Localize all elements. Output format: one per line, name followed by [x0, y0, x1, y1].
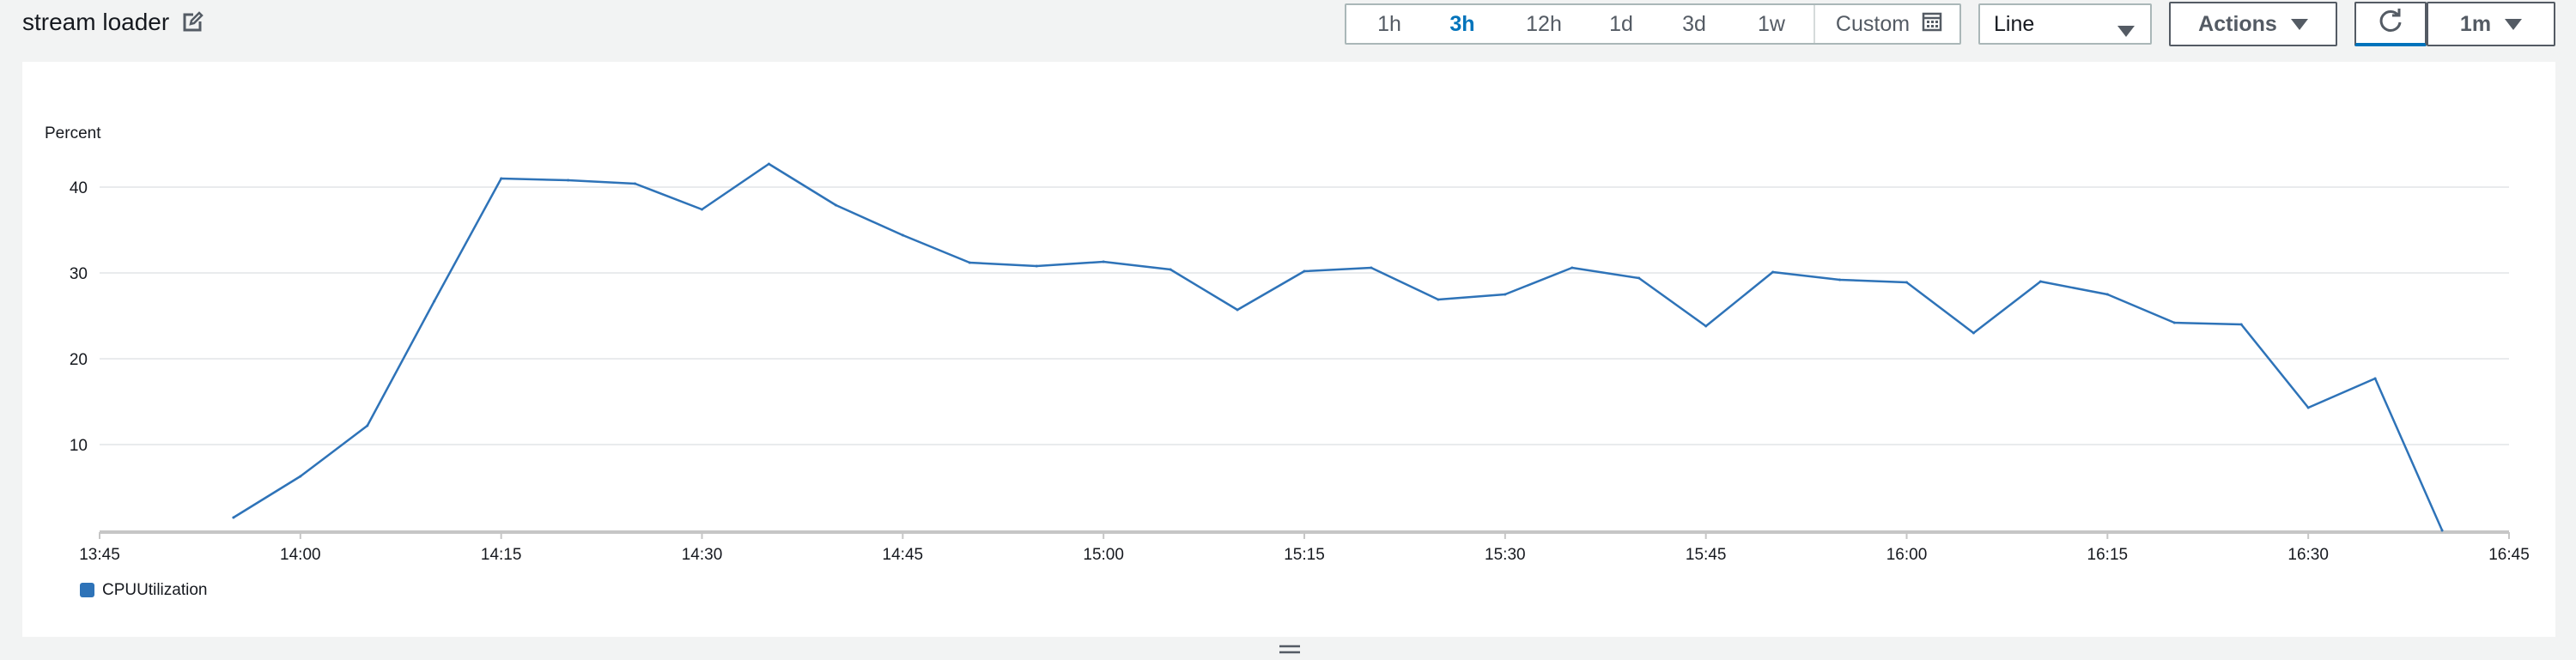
data-point[interactable]	[701, 208, 703, 211]
y-tick-label: 40	[70, 179, 88, 197]
data-point[interactable]	[2373, 377, 2377, 380]
dashboard-toolbar: stream loader 1h 3h 12h 1d 3d 1w Custom	[0, 0, 2576, 57]
data-point[interactable]	[2105, 293, 2109, 296]
x-tick-label: 15:00	[1083, 546, 1124, 564]
refresh-interval-value: 1m	[2459, 11, 2492, 36]
data-point[interactable]	[1637, 276, 1641, 280]
time-range-12h[interactable]: 12h	[1526, 11, 1562, 36]
x-tick-label: 15:45	[1686, 546, 1727, 564]
x-tick-label: 13:45	[79, 546, 120, 564]
x-tick-labels: 13:45 14:00 14:15 14:30 14:45 15:00 15:15 15:30…	[79, 532, 2530, 564]
data-point[interactable]	[2306, 406, 2310, 409]
edit-icon[interactable]	[181, 11, 204, 33]
grid-lines	[100, 186, 2509, 445]
calendar-icon	[1922, 11, 1942, 38]
data-point[interactable]	[567, 179, 570, 182]
chart-type-value: Line	[1994, 11, 2035, 36]
data-point[interactable]	[1571, 266, 1574, 269]
refresh-button[interactable]	[2354, 2, 2427, 46]
x-tick-label: 15:15	[1284, 546, 1325, 564]
data-point[interactable]	[1035, 264, 1038, 268]
legend-swatch	[80, 583, 94, 597]
data-point[interactable]	[2239, 323, 2243, 326]
data-point[interactable]	[968, 261, 971, 264]
data-point[interactable]	[767, 162, 770, 166]
custom-label: Custom	[1835, 11, 1911, 36]
data-point[interactable]	[500, 177, 503, 180]
widget-title: stream loader	[22, 9, 170, 35]
x-tick-label: 14:15	[481, 546, 522, 564]
y-tick-label: 20	[70, 351, 88, 369]
data-point[interactable]	[834, 203, 837, 207]
actions-label: Actions	[2198, 11, 2277, 36]
x-tick-label: 14:00	[280, 546, 321, 564]
resize-handle-icon[interactable]	[1279, 644, 1300, 656]
x-tick-label: 16:45	[2488, 546, 2530, 564]
data-point[interactable]	[1236, 308, 1239, 312]
data-point[interactable]	[1704, 324, 1708, 328]
data-point[interactable]	[1437, 298, 1440, 301]
caret-down-icon	[2505, 12, 2523, 37]
x-tick-label: 14:45	[883, 546, 924, 564]
data-point[interactable]	[232, 516, 235, 519]
time-range-3d[interactable]: 3d	[1682, 11, 1706, 36]
refresh-interval-select[interactable]: 1m	[2427, 2, 2555, 46]
refresh-icon	[2378, 8, 2403, 39]
chart-panel: 10 20 30 40 13:45 14:00 14:15 14:30 14:45 15:00 1…	[22, 62, 2555, 637]
time-range-3h[interactable]: 3h	[1449, 11, 1475, 36]
data-point[interactable]	[1771, 270, 1775, 274]
time-range-1h[interactable]: 1h	[1377, 11, 1401, 36]
data-point[interactable]	[299, 475, 302, 478]
time-range-1w[interactable]: 1w	[1758, 11, 1785, 36]
data-point[interactable]	[1102, 260, 1105, 263]
legend[interactable]: CPUUtilization	[80, 581, 207, 599]
data-point[interactable]	[2172, 321, 2176, 324]
data-point[interactable]	[1838, 278, 1842, 282]
y-axis-label: Percent	[45, 124, 101, 142]
widget-title-group: stream loader	[22, 9, 204, 36]
legend-label: CPUUtilization	[102, 581, 207, 599]
actions-button[interactable]: Actions	[2169, 2, 2337, 46]
y-tick-label: 10	[70, 437, 88, 455]
data-point[interactable]	[433, 300, 436, 303]
data-point[interactable]	[366, 424, 369, 427]
data-point[interactable]	[1971, 331, 1975, 335]
time-range-custom[interactable]: Custom	[1814, 5, 1963, 43]
x-tick-label: 16:00	[1886, 546, 1928, 564]
x-tick-label: 14:30	[682, 546, 723, 564]
time-range-1d[interactable]: 1d	[1609, 11, 1633, 36]
data-point[interactable]	[1370, 266, 1373, 269]
data-point[interactable]	[2038, 280, 2042, 283]
data-point[interactable]	[1303, 269, 1306, 273]
data-point[interactable]	[901, 233, 904, 237]
caret-down-icon	[2290, 12, 2308, 37]
data-point[interactable]	[634, 182, 637, 185]
x-tick-label: 15:30	[1485, 546, 1526, 564]
series-layer	[232, 162, 2444, 532]
y-tick-labels: 10 20 30 40	[70, 179, 88, 455]
chart-type-select[interactable]: Line	[1978, 3, 2152, 45]
data-point[interactable]	[2440, 529, 2444, 532]
caret-down-icon	[2117, 19, 2135, 44]
y-tick-label: 30	[70, 265, 88, 283]
series-line[interactable]	[233, 162, 2444, 531]
data-point[interactable]	[1169, 268, 1172, 271]
data-point[interactable]	[1504, 293, 1507, 296]
data-point[interactable]	[1905, 281, 1908, 284]
x-tick-label: 16:30	[2287, 546, 2329, 564]
time-range-selector: 1h 3h 12h 1d 3d 1w Custom	[1345, 3, 1961, 45]
x-tick-label: 16:15	[2087, 546, 2129, 564]
